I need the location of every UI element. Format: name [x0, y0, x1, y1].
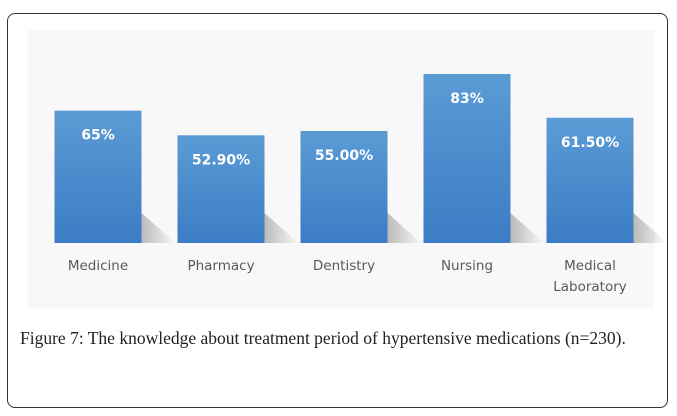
x-tick-label: Medicine — [67, 258, 129, 274]
value-label: 61.50% — [561, 135, 619, 151]
bar — [423, 74, 511, 243]
value-label: 52.90% — [192, 152, 250, 168]
value-label: 83% — [450, 91, 484, 107]
bar — [177, 135, 265, 243]
x-tick-label: Pharmacy — [187, 258, 255, 274]
bar-shadow — [633, 213, 668, 243]
bar-shadow — [387, 213, 422, 243]
bar — [54, 110, 142, 243]
bar-shadow — [264, 213, 299, 243]
x-tick-label: Nursing — [440, 258, 494, 274]
bar — [546, 117, 634, 243]
bar-shadow — [141, 213, 176, 243]
caption: Figure 7: The knowledge about treatment … — [20, 328, 626, 348]
figure-frame — [7, 13, 668, 408]
bar — [300, 131, 388, 243]
x-tick-label: Dentistry — [312, 258, 376, 274]
bar-shadow — [510, 213, 545, 243]
x-tick-label: Medical Laboratory — [553, 258, 627, 295]
value-label: 65% — [81, 128, 115, 144]
value-label: 55.00% — [315, 148, 373, 164]
